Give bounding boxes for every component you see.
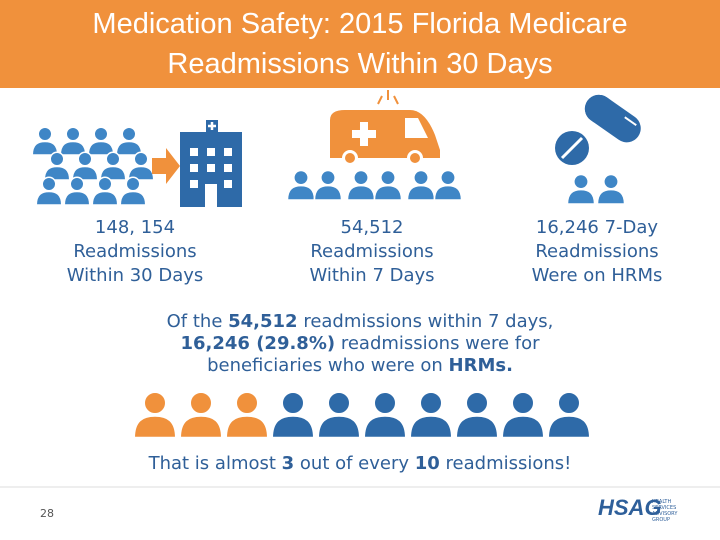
text: readmissions! xyxy=(439,453,572,474)
title-line: Readmissions Within 30 Days xyxy=(167,48,553,80)
text: beneficiaries who were on xyxy=(207,355,449,376)
text: That is almost xyxy=(148,453,282,474)
text: out of every xyxy=(294,453,415,474)
title-line: Medication Safety: 2015 Florida Medicare xyxy=(92,8,628,40)
ambulance-icon xyxy=(330,90,440,166)
text-line: Of the 54,512 readmissions within 7 days… xyxy=(60,311,660,333)
closing: That is almost 3 out of every 10 readmis… xyxy=(60,453,660,475)
stat: 148, 154 Readmissions Within 30 Days xyxy=(25,216,245,288)
stat-line: 54,512 xyxy=(340,217,404,238)
people-row xyxy=(286,169,463,200)
emphasis: 10 xyxy=(414,453,440,474)
stat-line: Readmissions xyxy=(535,241,659,262)
stat-line: Within 7 Days xyxy=(309,265,435,286)
stat-line: Within 30 Days xyxy=(66,265,204,286)
text-line: 16,246 (29.8%) readmissions were for xyxy=(60,333,660,355)
stat: 54,512 Readmissions Within 7 Days xyxy=(262,216,482,288)
stat: 16,246 7-Day Readmissions Were on HRMs xyxy=(487,216,707,288)
summary: Of the 54,512 readmissions within 7 days… xyxy=(60,311,660,377)
text: readmissions within 7 days, xyxy=(297,311,554,332)
emphasis: 3 xyxy=(281,453,295,474)
hospital-icon xyxy=(180,120,242,207)
logo-tagline: HEALTH SERVICES ADVISORY GROUP xyxy=(652,499,678,523)
page-number: 28 xyxy=(40,507,54,520)
text: Of the xyxy=(166,311,229,332)
emphasis: HRMs. xyxy=(448,355,513,376)
stat-line: Readmissions xyxy=(310,241,434,262)
stat-line: Readmissions xyxy=(73,241,197,262)
title: Medication Safety: 2015 Florida Medicare… xyxy=(0,0,720,88)
people-small xyxy=(566,173,626,204)
emphasis: 16,246 (29.8%) xyxy=(180,333,336,354)
people-crowd xyxy=(31,126,155,205)
text-line: beneficiaries who were on HRMs. xyxy=(60,355,660,377)
text-line: That is almost 3 out of every 10 readmis… xyxy=(60,453,660,475)
arrow xyxy=(152,148,180,184)
pill-icon xyxy=(555,94,641,165)
text: readmissions were for xyxy=(335,333,540,354)
emphasis: 54,512 xyxy=(228,311,298,332)
stat-line: Were on HRMs xyxy=(531,265,663,286)
ratio-people xyxy=(132,390,592,438)
stat-line: 148, 154 xyxy=(94,217,176,238)
logo: HSAG xyxy=(598,495,662,520)
stat-line: 16,246 7-Day xyxy=(535,217,659,238)
